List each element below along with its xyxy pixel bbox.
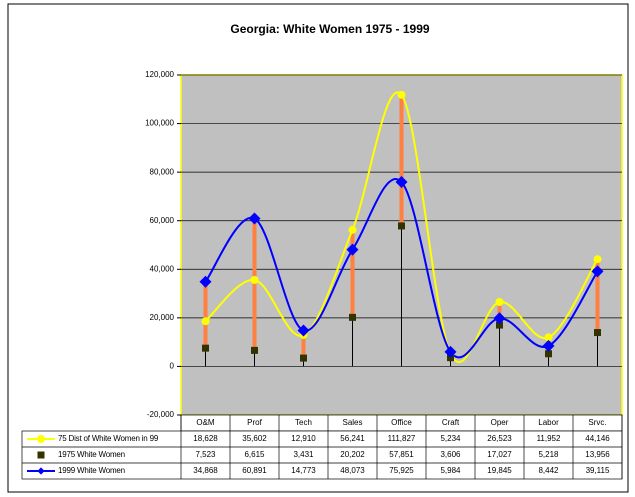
- y-tick-label: 60,000: [150, 216, 175, 225]
- y-tick-label: 80,000: [150, 167, 175, 176]
- series-line: [204, 91, 599, 364]
- series-marker: [545, 350, 552, 358]
- table-value: 35,602: [242, 434, 267, 443]
- table-value: 3,606: [440, 450, 461, 459]
- table-value: 11,952: [537, 434, 561, 443]
- series-marker: [202, 344, 209, 352]
- series-marker: [300, 354, 307, 362]
- table-value: 39,115: [586, 466, 610, 475]
- table-value: 13,956: [585, 450, 610, 459]
- legend-label: 1999 White Women: [58, 466, 125, 475]
- series-marker: [248, 212, 261, 225]
- table-value: 48,073: [340, 466, 365, 475]
- table-value: 18,628: [193, 434, 218, 443]
- series-marker: [495, 298, 504, 307]
- table-value: 17,027: [487, 450, 512, 459]
- series-marker: [594, 329, 601, 337]
- series-marker: [395, 176, 408, 189]
- series-marker: [250, 275, 259, 284]
- table-value: 57,851: [389, 450, 414, 459]
- series-marker: [493, 312, 506, 325]
- table-frame: [21, 430, 623, 480]
- legend-label: 75 Dist of White Women in 99: [58, 434, 159, 443]
- x-tick-label: Labor: [538, 418, 559, 427]
- table-value: 14,773: [291, 466, 316, 475]
- series-marker: [398, 222, 405, 230]
- series-marker: [496, 321, 503, 329]
- y-tick-label: -20,000: [147, 410, 175, 419]
- series-marker: [444, 345, 457, 358]
- table-value: 34,868: [193, 466, 218, 475]
- x-tick-label: Prof: [247, 418, 262, 427]
- legend-marker: [37, 467, 45, 475]
- series-marker: [346, 243, 359, 256]
- y-tick-label: 0: [170, 362, 175, 371]
- series-marker: [201, 317, 210, 326]
- series-marker: [297, 324, 310, 337]
- x-tick-label: Oper: [491, 418, 509, 427]
- legend-marker: [37, 451, 45, 459]
- table-value: 75,925: [389, 466, 414, 475]
- series-marker: [349, 313, 356, 321]
- y-tick-label: 100,000: [145, 119, 174, 128]
- y-tick-label: 40,000: [150, 264, 175, 273]
- series-marker: [397, 90, 406, 99]
- series-marker: [544, 333, 553, 342]
- table-value: 8,442: [538, 466, 559, 475]
- table-value: 44,146: [585, 434, 610, 443]
- x-tick-label: Sales: [342, 418, 362, 427]
- table-value: 19,845: [487, 466, 512, 475]
- table-value: 5,234: [440, 434, 461, 443]
- table-value: 5,218: [538, 450, 559, 459]
- table-value: 3,431: [293, 450, 314, 459]
- table-value: 20,202: [340, 450, 365, 459]
- series-marker: [542, 339, 555, 352]
- table-value: 111,827: [388, 434, 416, 443]
- table-value: 6,615: [244, 450, 265, 459]
- table-value: 60,891: [242, 466, 267, 475]
- x-tick-label: Office: [391, 418, 412, 427]
- chart-title: Georgia: White Women 1975 - 1999: [230, 22, 429, 36]
- table-value: 56,241: [340, 434, 365, 443]
- x-tick-label: O&M: [196, 418, 215, 427]
- table-value: 7,523: [195, 450, 216, 459]
- x-tick-label: Srvc.: [588, 418, 606, 427]
- table-value: 26,523: [487, 434, 512, 443]
- legend-marker: [37, 435, 45, 443]
- series-marker: [199, 275, 212, 288]
- series-marker: [591, 265, 604, 278]
- series-marker: [348, 225, 357, 234]
- y-tick-label: 20,000: [150, 313, 175, 322]
- series-marker: [251, 346, 258, 354]
- x-tick-label: Craft: [442, 418, 460, 427]
- table-value: 5,984: [440, 466, 461, 475]
- table-value: 12,910: [291, 434, 316, 443]
- series-marker: [593, 255, 602, 264]
- legend-label: 1975 White Women: [58, 450, 125, 459]
- y-tick-label: 120,000: [145, 70, 174, 79]
- x-tick-label: Tech: [295, 418, 312, 427]
